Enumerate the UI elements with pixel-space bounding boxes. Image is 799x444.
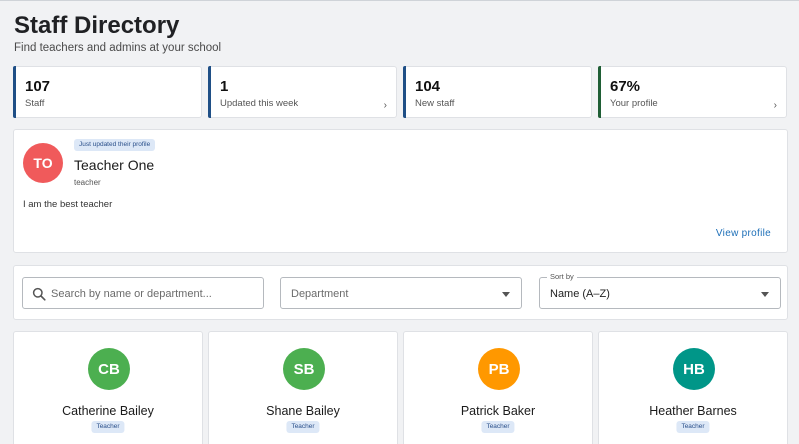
search-input[interactable]: Search by name or department... xyxy=(22,277,264,309)
stat-label: Updated this week xyxy=(220,98,299,109)
stat-card-staff: 107 Staff xyxy=(13,66,202,118)
staff-name: Patrick Baker xyxy=(460,404,536,418)
staff-name: Catherine Bailey xyxy=(62,404,154,418)
stat-value: 107 xyxy=(25,78,51,95)
stat-accent-bar xyxy=(13,66,16,118)
top-divider xyxy=(0,0,799,1)
search-icon xyxy=(32,287,46,301)
sort-value: Name (A–Z) xyxy=(550,288,610,300)
filter-bar: Search by name or department... Departme… xyxy=(13,265,788,320)
staff-card[interactable]: HB Heather Barnes Teacher xyxy=(598,331,788,444)
stat-label: Staff xyxy=(25,98,45,109)
avatar[interactable]: TO xyxy=(23,143,63,183)
chevron-right-icon: › xyxy=(773,100,777,111)
sort-label: Sort by xyxy=(547,272,577,281)
stat-card-new-staff: 104 New staff xyxy=(403,66,592,118)
stat-label: Your profile xyxy=(610,98,658,109)
updated-badge: Just updated their profile xyxy=(74,139,156,151)
caret-down-icon xyxy=(761,292,769,297)
stat-value: 67% xyxy=(610,78,641,95)
stat-value: 1 xyxy=(220,78,229,95)
profile-name: Teacher One xyxy=(74,157,155,173)
chevron-right-icon: › xyxy=(383,100,387,111)
sort-select[interactable]: Sort by Name (A–Z) xyxy=(539,272,781,309)
role-badge: Teacher xyxy=(481,421,515,433)
staff-name: Heather Barnes xyxy=(649,404,737,418)
stat-accent-bar xyxy=(403,66,406,118)
stat-value: 104 xyxy=(415,78,441,95)
staff-card[interactable]: SB Shane Bailey Teacher xyxy=(208,331,398,444)
search-placeholder: Search by name or department... xyxy=(51,288,212,300)
staff-card[interactable]: CB Catherine Bailey Teacher xyxy=(13,331,203,444)
avatar: HB xyxy=(673,348,715,390)
stat-card-your-profile[interactable]: 67% Your profile › xyxy=(598,66,787,118)
staff-name: Shane Bailey xyxy=(266,404,340,418)
department-select[interactable]: Department xyxy=(280,277,522,309)
role-badge: Teacher xyxy=(91,421,125,433)
stat-card-updated-this-week[interactable]: 1 Updated this week › xyxy=(208,66,397,118)
page-title: Staff Directory xyxy=(14,12,180,39)
stat-accent-bar xyxy=(598,66,601,118)
avatar: CB xyxy=(88,348,130,390)
role-badge: Teacher xyxy=(676,421,710,433)
department-placeholder: Department xyxy=(291,288,349,300)
featured-profile-card: TO Just updated their profile Teacher On… xyxy=(13,129,788,253)
avatar: PB xyxy=(478,348,520,390)
profile-role: teacher xyxy=(74,178,101,187)
stat-label: New staff xyxy=(415,98,455,109)
avatar: SB xyxy=(283,348,325,390)
stat-accent-bar xyxy=(208,66,211,118)
staff-card[interactable]: PB Patrick Baker Teacher xyxy=(403,331,593,444)
page-subtitle: Find teachers and admins at your school xyxy=(14,42,222,54)
caret-down-icon xyxy=(502,292,510,297)
view-profile-link[interactable]: View profile xyxy=(715,228,771,239)
role-badge: Teacher xyxy=(286,421,320,433)
profile-bio: I am the best teacher xyxy=(23,199,113,210)
